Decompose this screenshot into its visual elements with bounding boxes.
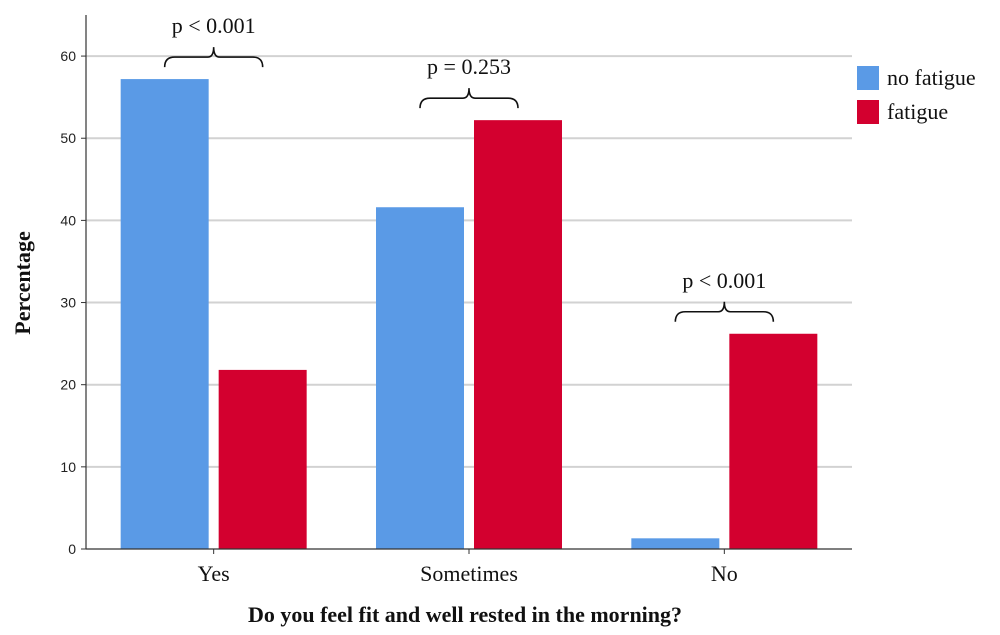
axes: 0 10 20 30 40 50 60 Yes Sometimes No xyxy=(60,15,852,586)
significance-bracket-1 xyxy=(419,88,519,109)
y-axis-title: Percentage xyxy=(10,231,35,335)
y-tick-label-50: 50 xyxy=(60,130,76,146)
gridlines xyxy=(86,55,852,468)
bar-yes-no-fatigue xyxy=(120,79,209,549)
y-tick-label-60: 60 xyxy=(60,48,76,64)
x-tick-label-no: No xyxy=(711,561,738,586)
bar-sometimes-fatigue xyxy=(474,120,562,549)
p-value-label-2: p < 0.001 xyxy=(682,268,766,293)
annotations: p < 0.001 p = 0.253 p < 0.001 xyxy=(163,13,775,322)
bars xyxy=(120,79,818,550)
p-value-label-0: p < 0.001 xyxy=(172,13,256,38)
legend: no fatigue fatigue xyxy=(857,65,976,124)
legend-swatch-fatigue xyxy=(857,100,879,124)
bar-sometimes-no-fatigue xyxy=(376,207,464,550)
bar-no-no-fatigue xyxy=(631,538,720,549)
legend-swatch-no-fatigue xyxy=(857,66,879,90)
bar-no-fatigue xyxy=(729,333,818,549)
bar-yes-fatigue xyxy=(218,369,307,549)
y-tick-label-10: 10 xyxy=(60,459,76,475)
x-tick-label-yes: Yes xyxy=(198,561,230,586)
x-tick-label-sometimes: Sometimes xyxy=(420,561,518,586)
x-axis-title: Do you feel fit and well rested in the m… xyxy=(248,602,682,627)
y-tick-label-20: 20 xyxy=(60,377,76,393)
y-tick-label-0: 0 xyxy=(68,541,76,557)
legend-label-no-fatigue: no fatigue xyxy=(887,65,976,90)
legend-label-fatigue: fatigue xyxy=(887,99,948,124)
y-tick-label-40: 40 xyxy=(60,212,76,228)
y-tick-label-30: 30 xyxy=(60,295,76,311)
significance-bracket-2 xyxy=(674,301,775,322)
p-value-label-1: p = 0.253 xyxy=(427,54,511,79)
significance-bracket-0 xyxy=(163,47,264,68)
